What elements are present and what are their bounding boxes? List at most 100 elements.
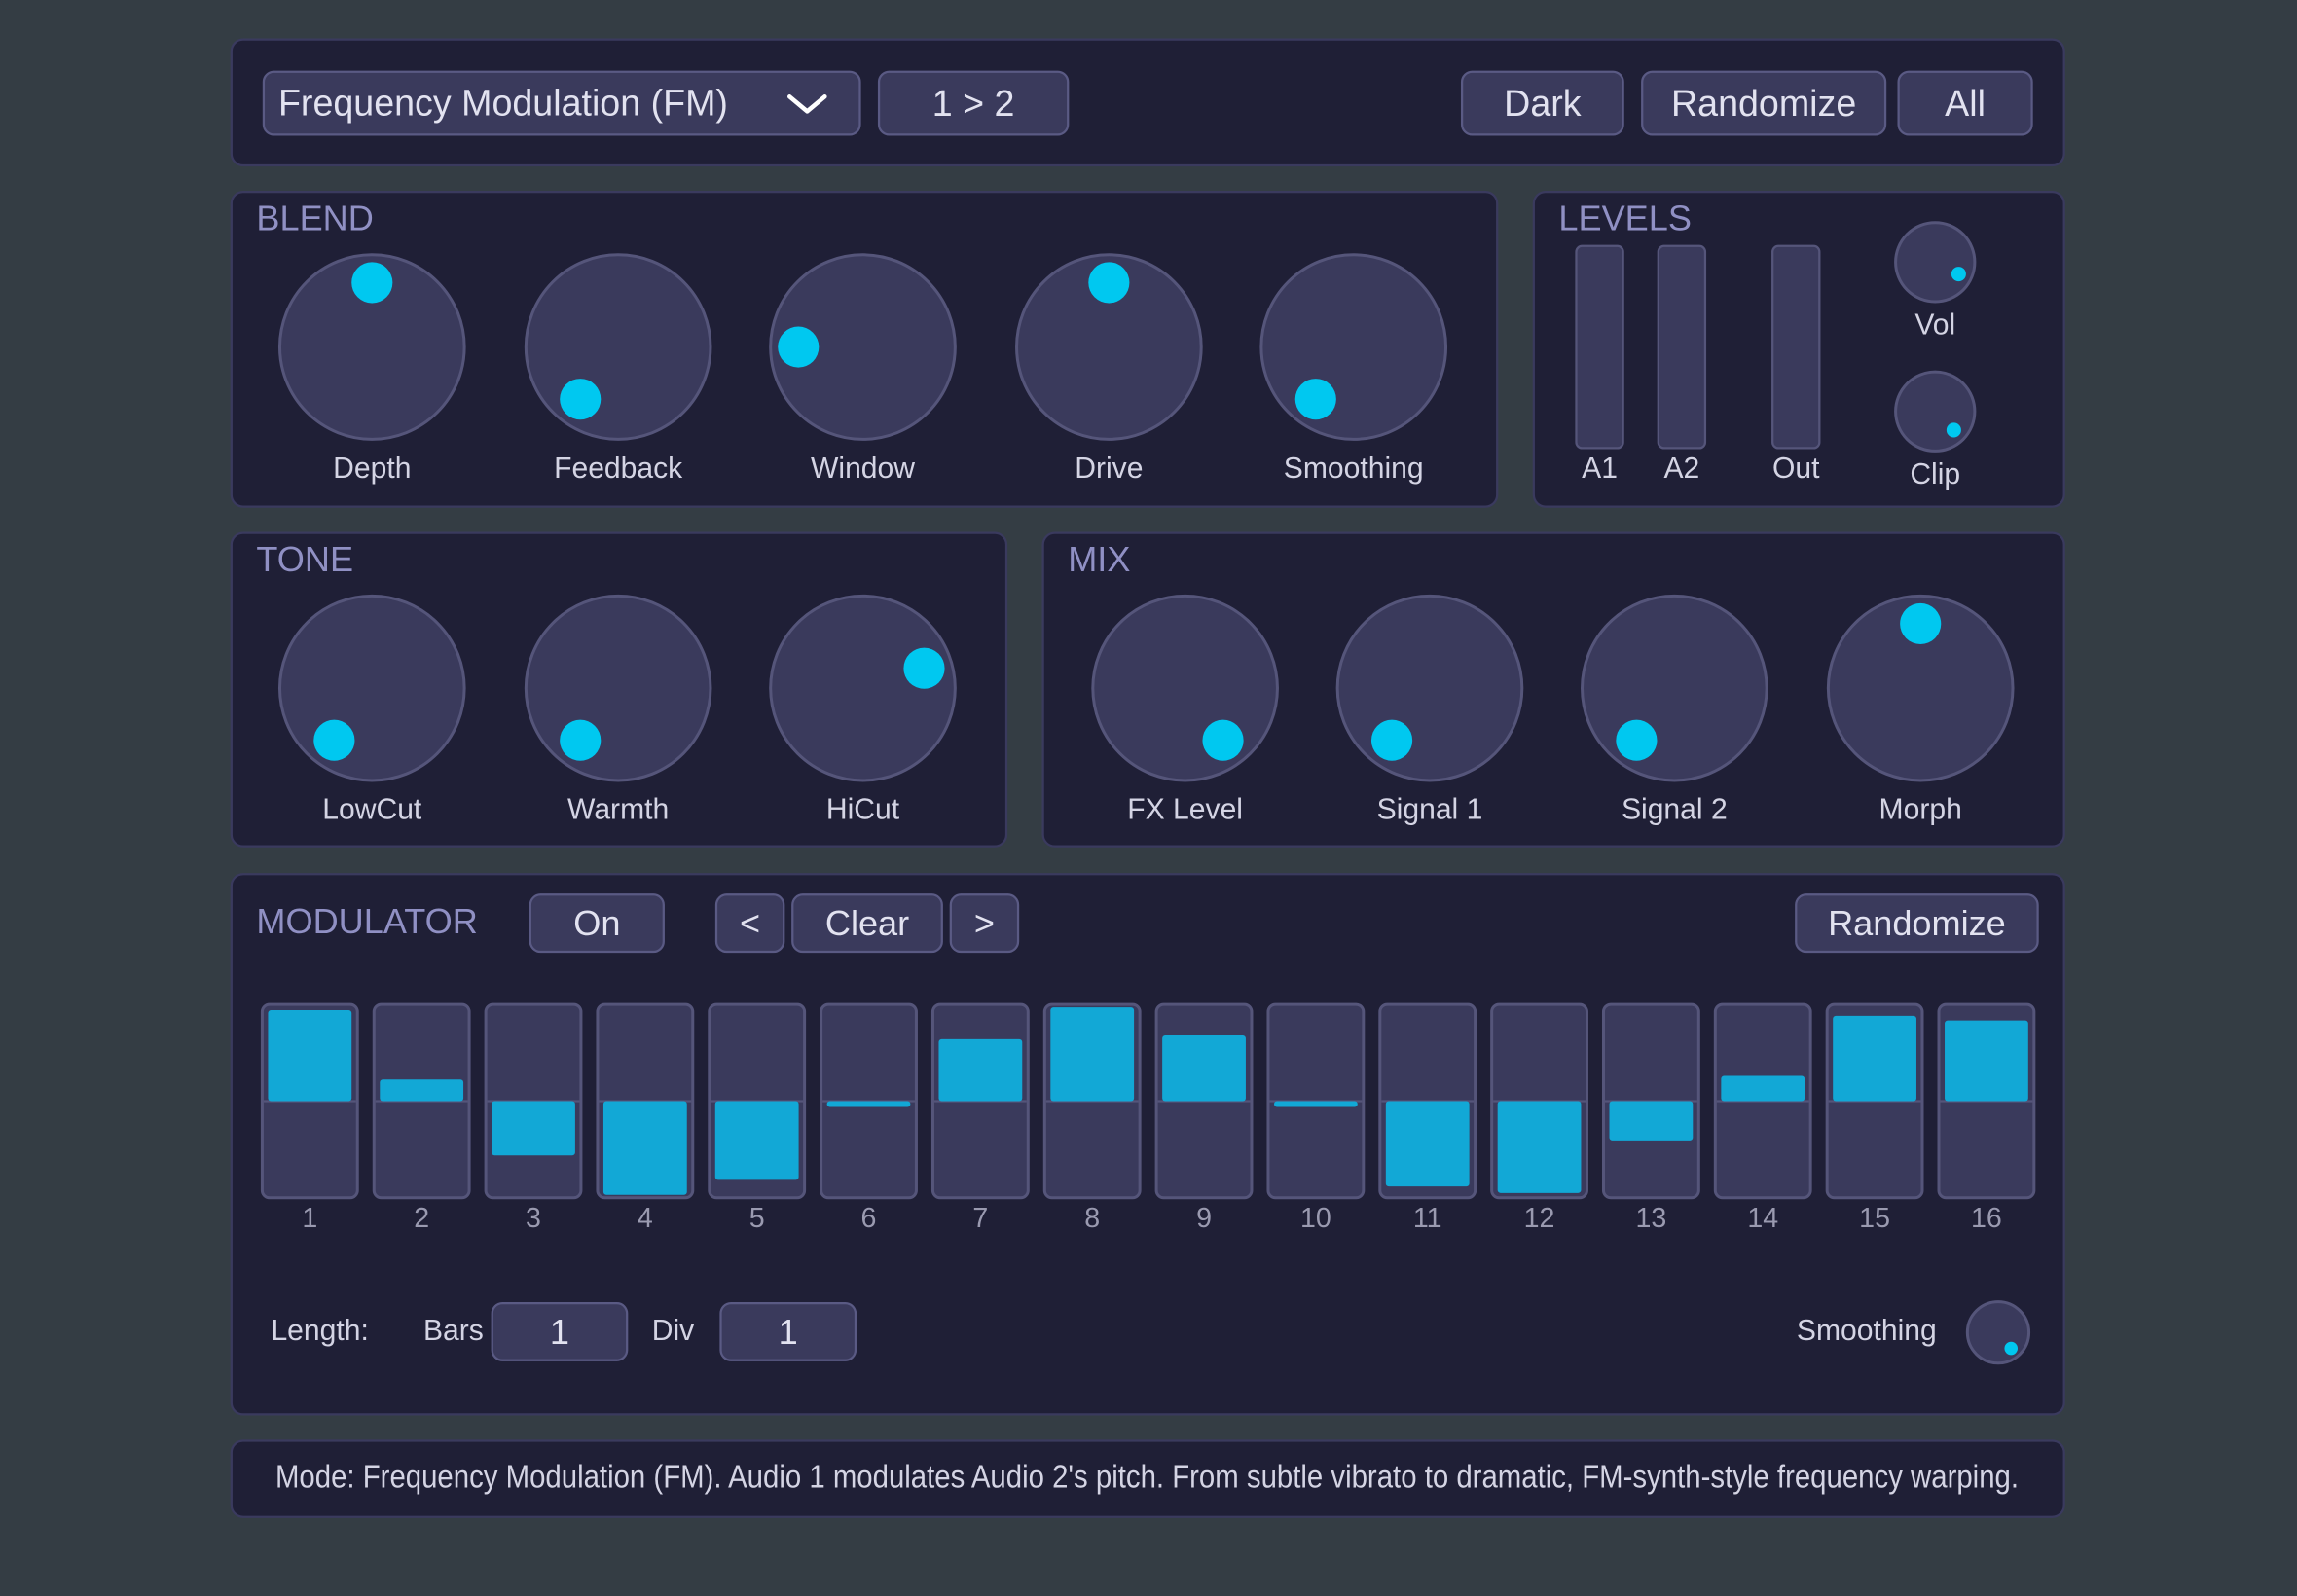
step-number: 1 <box>302 1203 317 1234</box>
small-knob[interactable] <box>1894 221 1977 304</box>
panel <box>230 1439 2065 1518</box>
mode-dropdown-label: Frequency Modulation (FM) <box>278 82 728 123</box>
knob-indicator <box>560 719 602 761</box>
step-bar <box>268 1010 352 1102</box>
step-number: 4 <box>638 1203 653 1234</box>
smoothing-label: Smoothing <box>1797 1315 1937 1347</box>
level-meter <box>1771 244 1821 450</box>
small-knob[interactable] <box>1965 1300 2031 1365</box>
mode-dropdown[interactable] <box>262 70 861 136</box>
knob-label: Drive <box>1075 453 1143 485</box>
next-button[interactable] <box>949 893 1020 954</box>
dropdown-chevron <box>786 94 827 114</box>
div-label: Div <box>652 1315 694 1347</box>
knob-indicator <box>560 379 602 420</box>
step-number: 10 <box>1300 1203 1331 1234</box>
knob[interactable] <box>1826 594 2015 782</box>
knob[interactable] <box>769 594 957 782</box>
knob-label: Smoothing <box>1284 453 1424 485</box>
step-bar <box>1721 1075 1805 1102</box>
randomize-button[interactable] <box>1641 70 1887 136</box>
section-title: TONE <box>256 539 353 579</box>
step-number: 12 <box>1524 1203 1555 1234</box>
randomize-button-label: Randomize <box>1671 83 1856 124</box>
step-bar <box>1050 1007 1135 1102</box>
step-number: 5 <box>749 1203 765 1234</box>
theme-button-label: Dark <box>1504 83 1582 124</box>
knob[interactable] <box>524 253 712 441</box>
knob-label: Signal 2 <box>1622 794 1728 826</box>
knob[interactable] <box>769 253 957 441</box>
knob-indicator <box>1294 379 1336 420</box>
knob[interactable] <box>277 594 466 782</box>
knob-indicator <box>1088 262 1130 304</box>
toggle-button[interactable] <box>529 893 665 954</box>
randomize-button[interactable] <box>1795 893 2039 954</box>
randomize-button-label: Randomize <box>1828 903 2006 943</box>
routing-button-label: 1 > 2 <box>932 83 1015 124</box>
step-bar <box>1945 1020 2028 1102</box>
bars-field-label: 1 <box>550 1312 569 1352</box>
knob-label: Vol <box>1914 309 1955 342</box>
step-bar <box>826 1101 911 1107</box>
knob-indicator <box>1202 719 1244 761</box>
section-title: MODULATOR <box>256 901 477 941</box>
length-label: Length: <box>271 1315 368 1347</box>
knob-label: Feedback <box>554 453 683 485</box>
small-knob-indicator <box>2004 1341 2018 1356</box>
knob-label: FX Level <box>1127 794 1243 826</box>
knob-label: Window <box>811 453 915 485</box>
knob-label: LowCut <box>322 794 422 826</box>
prev-button[interactable] <box>714 893 785 954</box>
section-title: MIX <box>1068 539 1130 579</box>
all-button[interactable] <box>1897 70 2033 136</box>
step-number: 3 <box>526 1203 541 1234</box>
knob-indicator <box>778 326 820 368</box>
knob-indicator <box>313 719 355 761</box>
step-number: 13 <box>1635 1203 1666 1234</box>
step-bar <box>938 1038 1023 1102</box>
step-bar <box>1273 1101 1358 1107</box>
small-knob[interactable] <box>1894 370 1977 453</box>
knob-indicator <box>1616 719 1658 761</box>
knob-indicator <box>1900 602 1942 645</box>
knob[interactable] <box>1335 594 1524 782</box>
level-meter <box>1657 244 1707 450</box>
status-text: Mode: Frequency Modulation (FM). Audio 1… <box>275 1460 2019 1496</box>
step-number: 9 <box>1196 1203 1212 1234</box>
section-title: LEVELS <box>1558 199 1692 238</box>
knob[interactable] <box>277 253 466 441</box>
level-meter <box>1575 244 1624 450</box>
step-number: 7 <box>972 1203 988 1234</box>
knob[interactable] <box>1091 594 1279 782</box>
meter-label: A2 <box>1663 453 1699 485</box>
step-number: 8 <box>1084 1203 1100 1234</box>
knob[interactable] <box>1581 594 1768 782</box>
all-button-label: All <box>1945 83 1986 124</box>
step-number: 11 <box>1413 1203 1442 1234</box>
clear-button[interactable] <box>791 893 943 954</box>
div-field-label: 1 <box>779 1312 798 1352</box>
meter-label: Out <box>1772 453 1820 485</box>
routing-button[interactable] <box>877 70 1070 136</box>
step-number: 15 <box>1859 1203 1890 1234</box>
knob-label: Morph <box>1879 794 1962 826</box>
knob-label: Depth <box>333 453 411 485</box>
step-bar <box>1497 1101 1582 1193</box>
theme-button[interactable] <box>1460 70 1624 136</box>
knob[interactable] <box>524 594 712 782</box>
knob-indicator <box>903 647 945 689</box>
prev-button-label: < <box>740 903 760 943</box>
small-knob-indicator <box>1946 422 1961 438</box>
knob[interactable] <box>1259 253 1448 441</box>
bars-field[interactable] <box>491 1301 629 1361</box>
step-bar <box>1609 1101 1694 1141</box>
knob-label: HiCut <box>826 794 900 826</box>
knob[interactable] <box>1015 253 1203 441</box>
step-bar <box>714 1101 799 1180</box>
panel <box>1041 531 2065 848</box>
div-field[interactable] <box>719 1301 857 1361</box>
step-bar <box>1385 1101 1470 1187</box>
